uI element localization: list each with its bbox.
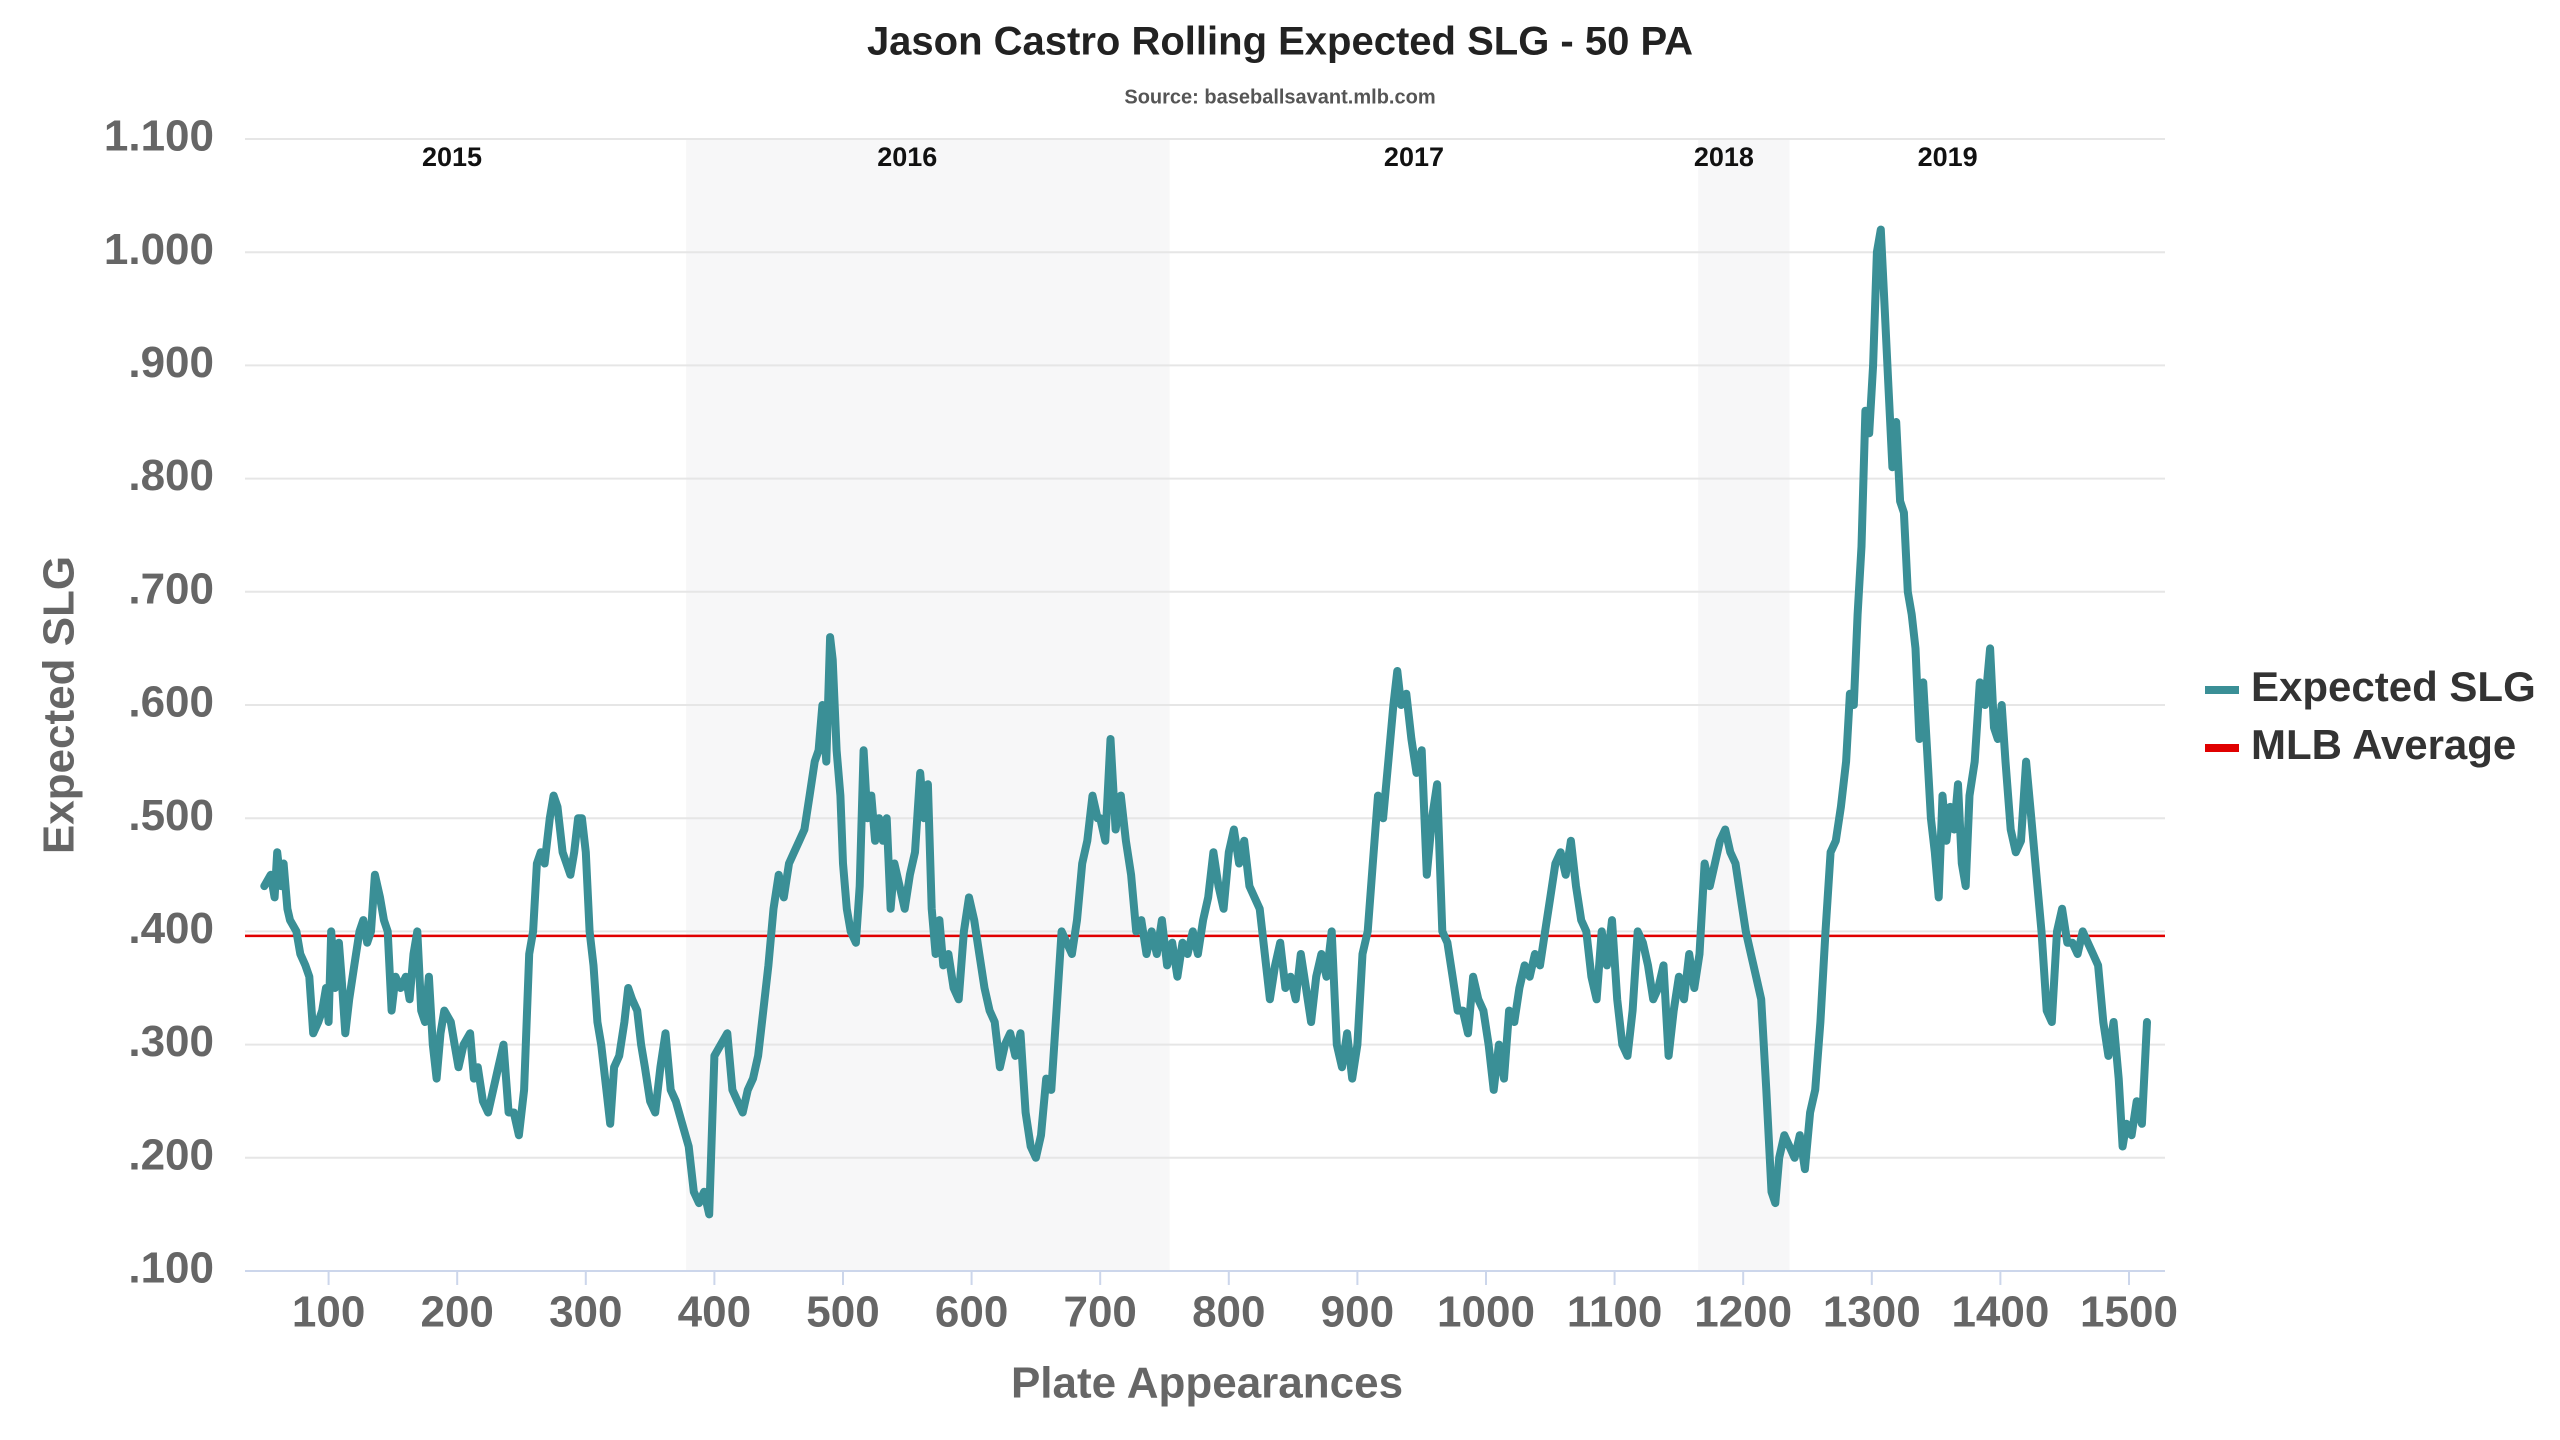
series-line	[260, 225, 2151, 1219]
chart-title: Jason Castro Rolling Expected SLG - 50 P…	[867, 20, 1693, 64]
x-tick-label: 1400	[1951, 1288, 2049, 1337]
y-tick-label: 1.100	[104, 112, 214, 161]
legend-label: MLB Average	[2251, 721, 2516, 768]
x-tick-label: 1500	[2080, 1288, 2178, 1337]
y-tick-label: .300	[128, 1017, 214, 1066]
x-tick-label: 700	[1063, 1288, 1136, 1337]
x-tick-label: 1200	[1694, 1288, 1792, 1337]
y-tick-label: .500	[128, 791, 214, 840]
y-axis-title: Expected SLG	[35, 556, 84, 854]
y-tick-label: .800	[128, 451, 214, 500]
chart-subtitle: Source: baseballsavant.mlb.com	[1124, 86, 1435, 108]
season-label: 2019	[1918, 142, 1978, 172]
y-tick-label: .700	[128, 564, 214, 613]
x-tick-label: 300	[549, 1288, 622, 1337]
season-label: 2017	[1384, 142, 1444, 172]
x-tick-label: 1300	[1823, 1288, 1921, 1337]
x-tick-label: 500	[806, 1288, 879, 1337]
x-tick-label: 400	[678, 1288, 751, 1337]
y-tick-label: .400	[128, 904, 214, 953]
season-label: 2016	[877, 142, 937, 172]
season-label: 2015	[422, 142, 482, 172]
x-axis-title: Plate Appearances	[1011, 1359, 1403, 1408]
season-label: 2018	[1694, 142, 1754, 172]
x-tick-label: 100	[292, 1288, 365, 1337]
x-tick-label: 600	[935, 1288, 1008, 1337]
x-tick-label: 800	[1192, 1288, 1265, 1337]
plot-area	[245, 138, 2165, 1285]
y-tick-label: .900	[128, 338, 214, 387]
y-tick-label: .100	[128, 1244, 214, 1293]
legend-label: Expected SLG	[2251, 663, 2536, 710]
x-tick-label: 200	[420, 1288, 493, 1337]
y-tick-label: 1.000	[104, 225, 214, 274]
y-tick-label: .600	[128, 678, 214, 727]
x-tick-label: 900	[1321, 1288, 1394, 1337]
x-tick-label: 1100	[1567, 1288, 1662, 1337]
x-tick-label: 1000	[1437, 1288, 1535, 1337]
y-tick-label: .200	[128, 1130, 214, 1179]
